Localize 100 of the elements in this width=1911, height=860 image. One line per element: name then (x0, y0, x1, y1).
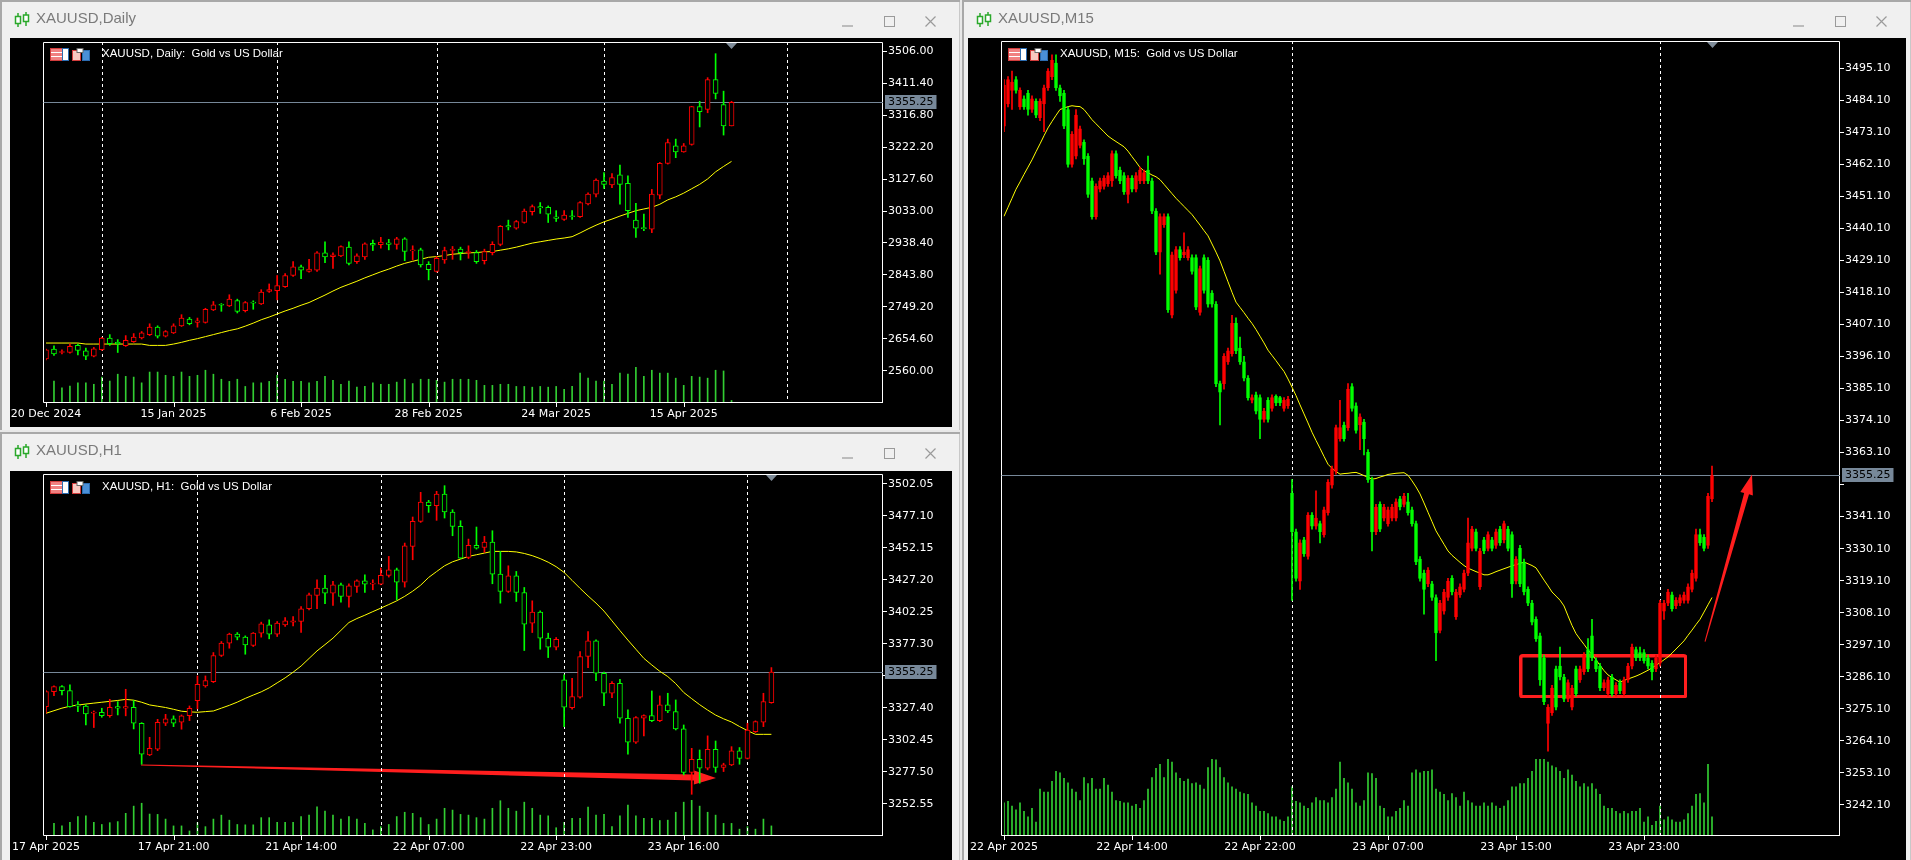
candlestick (1598, 662, 1602, 691)
x-tick-label: 23 Apr 23:00 (1608, 840, 1680, 854)
x-tick-label: 17 Apr 21:00 (137, 840, 210, 854)
candlestick (1214, 301, 1218, 387)
candlestick (1206, 257, 1210, 308)
candlestick (1046, 68, 1050, 91)
candlestick (1126, 175, 1130, 204)
candlestick (1634, 646, 1638, 662)
y-tick-label: 3363.10 (1845, 445, 1891, 459)
y-tick-label: 3411.40 (888, 76, 934, 90)
x-tick-label: 23 Apr 15:00 (1480, 840, 1552, 854)
candlestick (1286, 396, 1290, 409)
text: XAUUSD, M15: Gold vs US Dollar (1060, 47, 1238, 61)
candlestick (1246, 375, 1250, 401)
candlestick (1402, 493, 1406, 508)
candlestick (1066, 106, 1070, 168)
candlestick (1678, 594, 1682, 607)
y-tick-label: 2654.60 (888, 331, 934, 345)
y-tick-label: 3477.10 (888, 508, 934, 522)
candlestick (1470, 525, 1474, 552)
y-tick-label: 3297.10 (1845, 637, 1891, 651)
y-tick-label: 3484.10 (1845, 93, 1891, 107)
candlestick (1074, 109, 1078, 160)
candlestick (1398, 495, 1402, 511)
candlestick (1034, 98, 1038, 119)
candlestick (1594, 657, 1598, 673)
candlestick (1342, 421, 1346, 442)
candlestick (1326, 479, 1330, 516)
x-tick-label: 28 Feb 2025 (394, 407, 463, 421)
candlestick (1526, 586, 1530, 607)
candlestick (1430, 580, 1434, 601)
candlestick (1394, 498, 1398, 522)
candlestick (1190, 254, 1194, 275)
candlestick (1294, 528, 1298, 582)
candlestick (1004, 79, 1006, 132)
y-tick-label: 3341.10 (1845, 509, 1891, 523)
y-tick-label: 3316.80 (888, 108, 934, 122)
candlestick (1250, 394, 1254, 404)
x-tick-label: 17 Apr 2025 (11, 840, 81, 854)
candlestick (1194, 254, 1198, 311)
candlestick (1278, 396, 1282, 407)
candlestick (1298, 539, 1302, 590)
candlestick (1306, 512, 1310, 560)
y-tick-label: 3418.10 (1845, 285, 1891, 299)
x-tick-label: 22 Apr 14:00 (1096, 840, 1168, 854)
candlestick (1274, 394, 1278, 407)
candlestick (1378, 501, 1382, 533)
candlestick (1606, 676, 1610, 697)
candlestick (1254, 391, 1258, 415)
candlestick (1550, 685, 1554, 716)
candlestick (1022, 95, 1026, 110)
candlestick (649, 690, 655, 722)
candlestick (122, 688, 129, 717)
candlestick (330, 252, 336, 269)
candlestick (306, 258, 312, 273)
candlestick (1158, 213, 1162, 275)
candlestick (1554, 665, 1558, 711)
candlestick (274, 275, 280, 301)
candlestick (1446, 577, 1450, 601)
candlestick (1150, 177, 1154, 215)
candlestick (1262, 408, 1266, 423)
candlestick (1142, 169, 1146, 185)
candlestick (1090, 177, 1094, 220)
candlestick (290, 616, 296, 627)
candlestick (1134, 172, 1138, 193)
candlestick (1042, 84, 1046, 132)
candlestick (1350, 383, 1354, 412)
candlestick (1202, 254, 1206, 294)
candlestick (1602, 679, 1606, 691)
candlestick (91, 710, 97, 728)
candlestick (1182, 232, 1186, 258)
candlestick (1054, 54, 1058, 91)
ref-line-label: 3355.25 (888, 665, 934, 679)
candlestick (1374, 504, 1378, 535)
x-tick-label: 22 Apr 23:00 (520, 840, 593, 854)
candlestick (1658, 600, 1662, 667)
candlestick (370, 579, 376, 591)
ref-line-label: 3355.25 (1845, 468, 1891, 482)
y-tick-label: 3495.10 (1845, 61, 1891, 75)
candlestick (1582, 652, 1586, 675)
candlestick (553, 210, 559, 222)
candlestick (1082, 139, 1086, 165)
candlestick (1346, 383, 1350, 431)
candlestick (1466, 517, 1470, 577)
candlestick (1666, 589, 1670, 607)
candlestick (601, 172, 607, 189)
y-tick-label: 3374.10 (1845, 413, 1891, 427)
candlestick (1086, 153, 1090, 198)
x-tick-label: 15 Apr 2025 (649, 407, 718, 421)
y-tick-label: 3473.10 (1845, 125, 1891, 139)
candlestick (409, 245, 416, 261)
candlestick (1050, 54, 1054, 80)
y-tick-label: 3302.45 (888, 732, 934, 746)
x-tick-label: 6 Feb 2025 (270, 407, 332, 421)
y-tick-label: 3308.10 (1845, 605, 1891, 619)
candlestick (1062, 89, 1066, 130)
candlestick (1562, 674, 1566, 703)
candlestick (1486, 531, 1490, 552)
candlestick (1070, 131, 1074, 168)
candlestick (1386, 506, 1390, 527)
